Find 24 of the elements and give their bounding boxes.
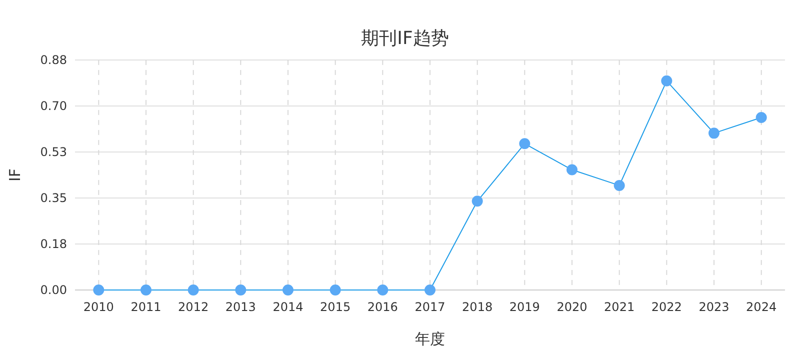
x-tick-label: 2012 (178, 300, 209, 314)
x-tick-label: 2010 (83, 300, 114, 314)
x-tick-label: 2018 (462, 300, 493, 314)
x-tick-label: 2021 (604, 300, 635, 314)
x-tick-label: 2014 (272, 300, 304, 314)
x-tick-label: 2019 (509, 300, 540, 314)
x-tick-label: 2024 (746, 300, 777, 314)
y-tick-label: 0.35 (40, 191, 67, 205)
x-tick-label: 2013 (225, 300, 256, 314)
x-tick-label: 2011 (130, 300, 162, 314)
x-tick-label: 2017 (414, 300, 446, 314)
x-tick-label: 2016 (367, 300, 398, 314)
chart-title: 期刊IF趋势 (361, 28, 449, 49)
y-tick-label: 0.18 (40, 237, 67, 251)
x-tick-label: 2020 (556, 300, 588, 314)
y-tick-label: 0.53 (40, 145, 67, 159)
y-axis-title: IF (6, 168, 24, 182)
y-tick-label: 0.88 (40, 53, 67, 67)
x-tick-label: 2023 (698, 300, 730, 314)
x-axis-title: 年度 (415, 330, 445, 348)
x-tick-label: 2015 (320, 300, 351, 314)
x-tick-label: 2022 (651, 300, 682, 314)
y-tick-label: 0.70 (40, 99, 67, 113)
y-tick-label: 0.00 (40, 283, 67, 297)
